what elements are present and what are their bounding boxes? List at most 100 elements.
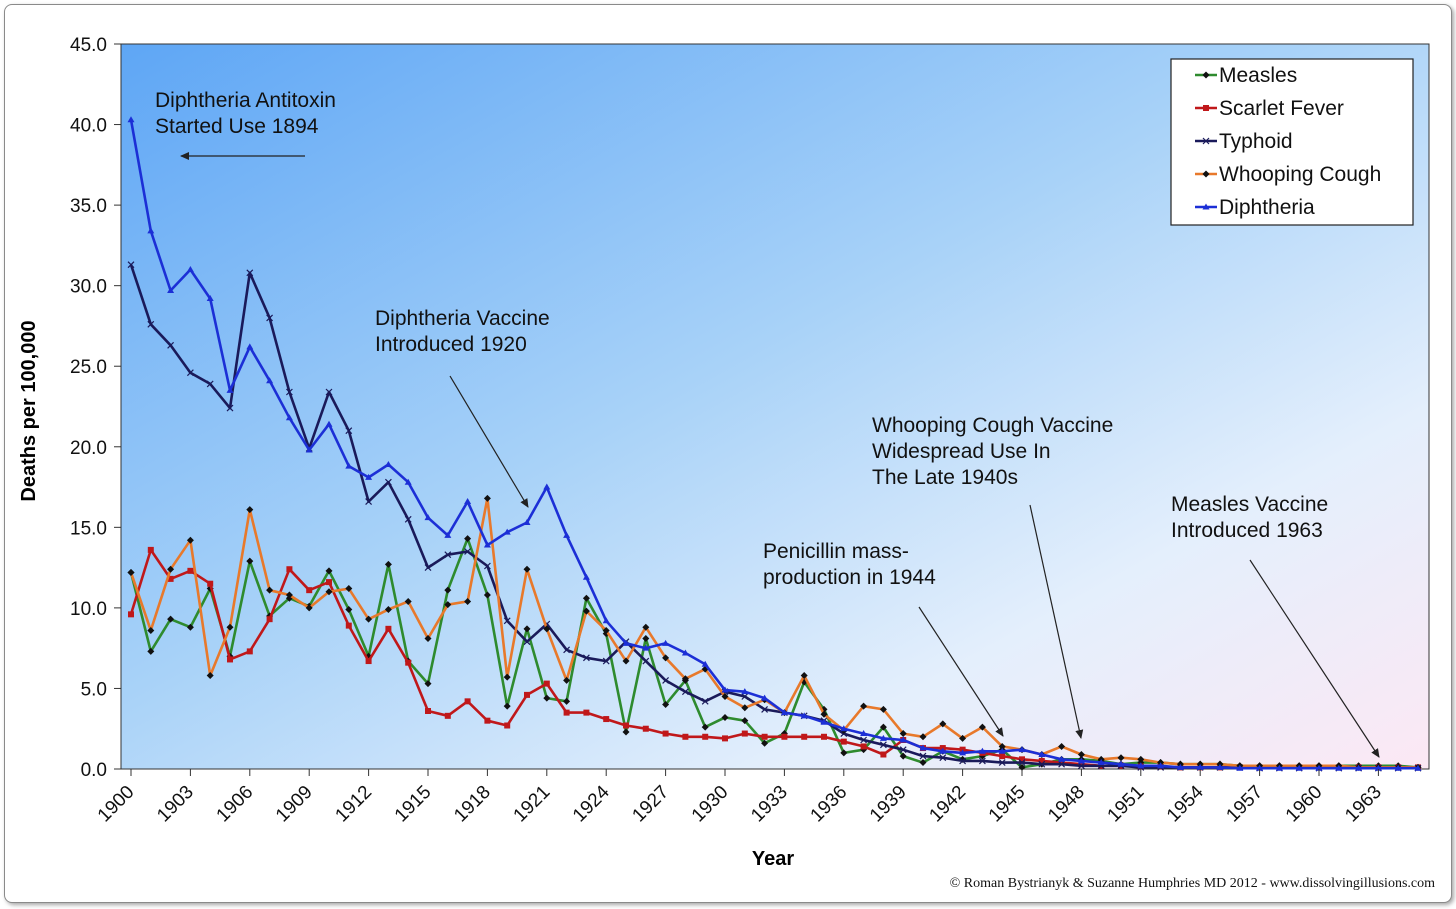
point-typhoid <box>1018 759 1026 766</box>
annotation-arrow <box>1029 504 1084 739</box>
point-whooping-cough <box>285 591 293 599</box>
annotation-text: Penicillin mass- <box>763 540 909 563</box>
point-diphtheria <box>1335 764 1343 771</box>
point-diphtheria <box>1157 762 1165 769</box>
point-whooping-cough <box>444 601 452 609</box>
point-measles <box>325 567 333 575</box>
point-diphtheria <box>780 709 788 716</box>
point-typhoid <box>325 388 333 396</box>
point-typhoid <box>939 754 947 762</box>
point-diphtheria <box>206 295 214 302</box>
point-scarlet-fever <box>464 698 471 705</box>
legend-item-measles: Measles <box>1195 64 1297 87</box>
point-typhoid <box>860 736 868 744</box>
point-diphtheria <box>1097 759 1105 766</box>
point-whooping-cough <box>246 506 254 514</box>
y-tick-label: 45.0 <box>70 35 107 56</box>
legend-label: Typhoid <box>1219 130 1293 153</box>
point-whooping-cough <box>523 565 531 573</box>
point-diphtheria <box>800 712 808 719</box>
point-measles <box>503 702 511 710</box>
point-typhoid <box>879 741 887 749</box>
point-whooping-cough <box>147 626 155 634</box>
point-typhoid <box>206 380 214 388</box>
point-diphtheria <box>681 649 689 656</box>
point-measles <box>662 701 670 709</box>
annotation-text: Introduced 1963 <box>1171 519 1323 542</box>
point-whooping-cough <box>167 565 175 573</box>
point-whooping-cough <box>345 585 353 593</box>
point-typhoid <box>681 688 689 696</box>
point-scarlet-fever <box>266 616 273 623</box>
point-diphtheria <box>1394 764 1402 771</box>
point-typhoid <box>226 404 234 412</box>
point-typhoid <box>1077 762 1085 770</box>
point-whooping-cough <box>642 623 650 631</box>
series-line-diphtheria <box>129 119 1418 770</box>
point-scarlet-fever <box>425 708 431 714</box>
point-typhoid <box>444 551 452 559</box>
point-diphtheria <box>1275 764 1283 771</box>
legend-marker <box>1202 71 1210 79</box>
point-scarlet-fever <box>761 733 768 740</box>
point-whooping-cough <box>483 494 491 502</box>
point-typhoid <box>642 657 650 665</box>
point-whooping-cough <box>1117 754 1125 762</box>
point-measles <box>741 717 749 725</box>
point-diphtheria <box>1295 764 1303 771</box>
legend-label: Scarlet Fever <box>1219 97 1344 120</box>
y-tick-label: 25.0 <box>70 357 107 378</box>
point-scarlet-fever <box>286 566 293 573</box>
point-scarlet-fever <box>543 680 550 687</box>
point-diphtheria <box>741 688 749 695</box>
point-measles <box>622 728 630 736</box>
point-measles <box>879 723 887 731</box>
point-scarlet-fever <box>405 659 412 666</box>
point-typhoid <box>1038 760 1046 768</box>
point-diphtheria <box>543 483 551 490</box>
copyright-credit: © Roman Bystrianyk & Suzanne Humphries M… <box>949 876 1435 891</box>
point-whooping-cough <box>127 568 135 576</box>
point-typhoid <box>424 564 432 572</box>
point-whooping-cough <box>662 654 670 662</box>
point-scarlet-fever <box>1058 759 1065 766</box>
point-whooping-cough <box>1137 755 1145 763</box>
point-whooping-cough <box>899 730 907 738</box>
point-whooping-cough <box>186 536 194 544</box>
point-scarlet-fever <box>227 656 233 663</box>
point-measles <box>701 723 709 731</box>
point-whooping-cough <box>464 597 472 605</box>
legend-marker <box>1202 203 1210 210</box>
x-tick-label: 1939 <box>866 782 911 827</box>
point-whooping-cough <box>325 588 333 596</box>
point-whooping-cough <box>998 742 1006 750</box>
point-typhoid <box>523 638 531 646</box>
point-measles <box>523 625 531 633</box>
annotation-whooping-vaccine: Whooping Cough Vaccine Widespread Use In T… <box>872 414 1113 739</box>
point-diphtheria <box>127 116 135 123</box>
point-diphtheria <box>365 473 373 480</box>
y-axis-title: Deaths per 100,000 <box>18 320 40 501</box>
point-measles <box>899 752 907 760</box>
point-whooping-cough <box>959 734 967 742</box>
point-typhoid <box>127 261 135 269</box>
x-tick-label: 1945 <box>985 782 1030 827</box>
point-whooping-cough <box>800 672 808 680</box>
point-measles <box>186 623 194 631</box>
point-diphtheria <box>563 531 571 538</box>
x-tick-label: 1936 <box>807 782 852 827</box>
point-diphtheria <box>879 734 887 741</box>
point-typhoid <box>147 320 155 328</box>
point-whooping-cough <box>939 720 947 728</box>
point-scarlet-fever <box>306 587 313 594</box>
annotation-arrow <box>449 375 529 508</box>
point-diphtheria <box>899 736 907 743</box>
point-scarlet-fever <box>999 753 1006 760</box>
point-scarlet-fever <box>385 625 392 632</box>
point-measles <box>642 635 650 642</box>
point-measles <box>167 615 175 623</box>
point-typhoid <box>602 657 610 665</box>
point-typhoid <box>246 269 254 277</box>
point-diphtheria <box>761 694 769 701</box>
point-scarlet-fever <box>840 738 847 745</box>
